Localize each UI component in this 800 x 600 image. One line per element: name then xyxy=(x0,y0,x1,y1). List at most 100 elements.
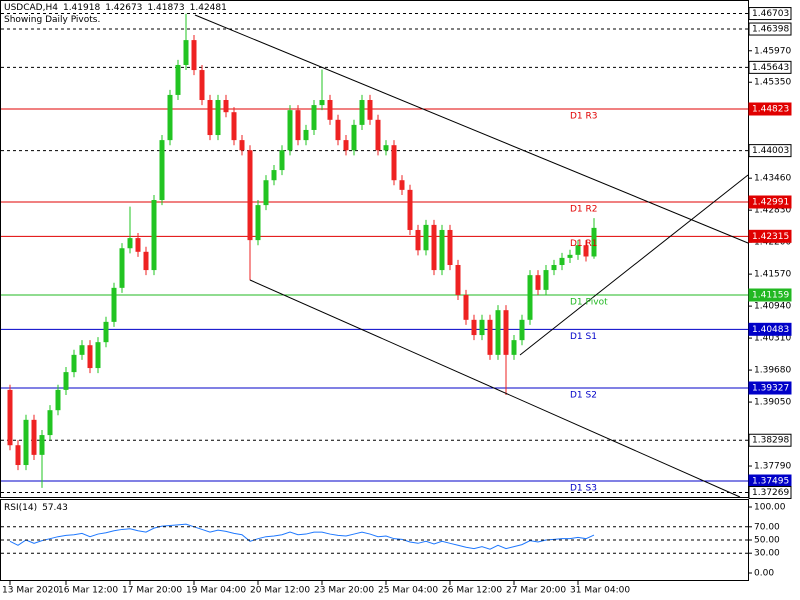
trend-line xyxy=(194,14,749,244)
candle-body xyxy=(303,129,309,141)
candle-body xyxy=(207,100,213,136)
price-box-label: 1.37269 xyxy=(752,488,789,498)
candle-body xyxy=(223,100,229,113)
candle-body xyxy=(15,445,21,466)
rsi-line xyxy=(9,523,595,550)
candle-body xyxy=(87,345,93,369)
price-box xyxy=(748,485,792,499)
candle-body xyxy=(527,275,533,320)
candle-body xyxy=(23,419,29,466)
candle-body xyxy=(359,100,365,125)
x-tick-label: 25 Mar 04:00 xyxy=(378,586,438,596)
candle-body xyxy=(319,100,325,106)
candle-body xyxy=(127,238,133,249)
candle-body xyxy=(151,200,157,271)
candle-body xyxy=(31,419,37,455)
candle-body xyxy=(423,224,429,251)
y-tick-label: 1.41570 xyxy=(754,270,791,280)
price-box-label: 1.38298 xyxy=(752,436,789,446)
candle-body xyxy=(463,294,469,320)
y-tick-label: 1.45350 xyxy=(754,78,791,88)
candle-body xyxy=(535,275,541,290)
symbol: USDCAD,H4 xyxy=(4,3,58,13)
candle-body xyxy=(335,119,341,141)
close-value: 1.42481 xyxy=(189,3,227,13)
candle-body xyxy=(295,110,301,141)
candle-body xyxy=(119,248,125,288)
candle-body xyxy=(391,145,397,181)
price-box-label: 1.42315 xyxy=(752,232,789,242)
price-box xyxy=(748,288,792,302)
price-box xyxy=(748,433,792,447)
candle-body xyxy=(407,189,413,230)
x-tick-label: 17 Mar 20:00 xyxy=(122,586,182,596)
price-box-label: 1.44823 xyxy=(752,104,789,114)
rsi-value: 57.43 xyxy=(42,503,68,513)
x-tick-label: 31 Mar 04:00 xyxy=(570,586,630,596)
candle-body xyxy=(439,229,445,271)
price-box xyxy=(748,60,792,74)
candle-body xyxy=(47,410,53,436)
candle-body xyxy=(367,100,373,120)
candle-body xyxy=(39,435,45,455)
x-tick-label: 13 Mar 2020 xyxy=(2,586,59,596)
candle-body xyxy=(263,180,269,206)
candle-body xyxy=(487,319,493,355)
candle-body xyxy=(167,94,173,141)
candle-body xyxy=(383,145,389,151)
price-box xyxy=(748,144,792,158)
price-box-label: 1.37495 xyxy=(752,477,789,487)
x-tick-label: 23 Mar 20:00 xyxy=(314,586,374,596)
candle-body xyxy=(111,287,117,322)
price-box xyxy=(748,229,792,243)
price-box-label: 1.41159 xyxy=(752,291,789,301)
y-tick-label: 1.45970 xyxy=(754,46,791,56)
y-tick-label: 1.39050 xyxy=(754,398,791,408)
x-tick-label: 20 Mar 12:00 xyxy=(250,586,310,596)
y-tick-label: 70.00 xyxy=(754,522,780,532)
candle-body xyxy=(591,227,597,257)
open-value: 1.41918 xyxy=(62,3,101,13)
y-tick-label: 100.00 xyxy=(754,503,786,513)
levels xyxy=(1,13,748,493)
chart-header: USDCAD,H4 1.41918 1.42673 1.41873 1.42481 xyxy=(4,3,232,13)
price-box xyxy=(748,322,792,336)
x-tick-label: 26 Mar 12:00 xyxy=(442,586,502,596)
level-name: D1 Pivot xyxy=(570,298,608,308)
price-box-label: 1.46703 xyxy=(752,9,789,19)
low-value: 1.41873 xyxy=(147,3,185,13)
candle-body xyxy=(351,124,357,151)
rsi-header: RSI(14) 57.43 xyxy=(4,503,73,513)
candle-body xyxy=(343,140,349,151)
candle-body xyxy=(191,40,197,71)
trend-line xyxy=(249,279,741,498)
candle-body xyxy=(503,310,509,355)
marks xyxy=(7,13,597,550)
level-name: D1 S3 xyxy=(570,484,597,494)
y-tick-label: 50.00 xyxy=(754,536,780,546)
level-name: D1 R2 xyxy=(570,204,598,214)
x-tick-label: 16 Mar 12:00 xyxy=(58,586,118,596)
candle-body xyxy=(79,345,85,355)
candle-body xyxy=(7,389,13,446)
price-box-label: 1.40483 xyxy=(752,325,789,335)
candle-body xyxy=(135,238,141,252)
candle-body xyxy=(415,229,421,251)
candle-body xyxy=(583,245,589,257)
candle-body xyxy=(287,110,293,151)
candle-body xyxy=(183,40,189,65)
candle-body xyxy=(575,245,581,255)
candle-body xyxy=(447,229,453,265)
y-tick-label: 1.39680 xyxy=(754,366,791,376)
y-tick-label: 1.37790 xyxy=(754,462,791,472)
candle-body xyxy=(255,205,261,241)
candle-body xyxy=(375,119,381,151)
level-name: D1 S1 xyxy=(570,332,597,342)
candle-body xyxy=(519,319,525,341)
candle-body xyxy=(431,224,437,271)
trend-line xyxy=(519,174,749,356)
price-box xyxy=(748,22,792,36)
y-tick-label: 0.00 xyxy=(754,569,774,579)
candle-body xyxy=(327,100,333,120)
